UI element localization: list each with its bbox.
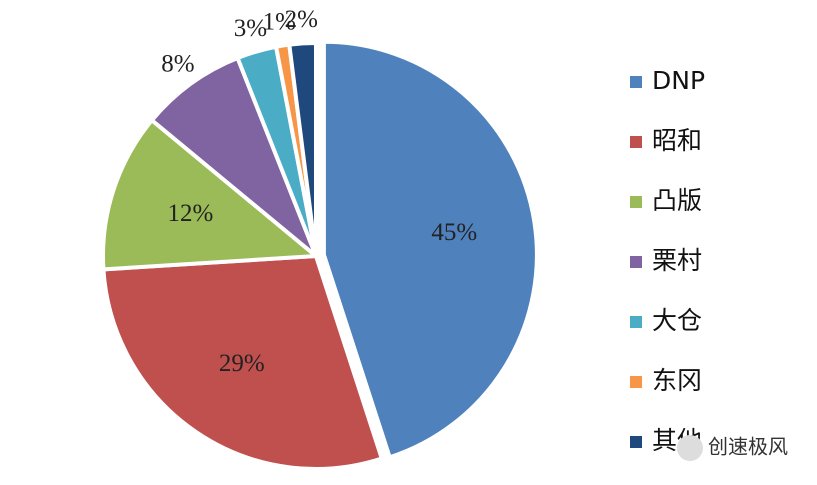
pie-slice <box>149 55 318 258</box>
legend-label: 东冈 <box>652 366 702 395</box>
data-label: 45% <box>431 219 477 246</box>
data-label: 8% <box>161 51 194 78</box>
data-label: 12% <box>167 200 213 227</box>
watermark: 创速极风 <box>708 435 788 459</box>
pie-slice <box>287 40 318 257</box>
legend-label: 栗村 <box>652 246 702 275</box>
data-label: 2% <box>285 6 318 33</box>
legend-label: 昭和 <box>652 126 702 155</box>
watermark-group: 创速极风 <box>677 435 788 461</box>
data-label: 29% <box>219 350 265 377</box>
pie-slice <box>101 117 322 272</box>
legend-label: 凸版 <box>652 186 702 215</box>
legend-swatch <box>630 76 642 88</box>
pie-slice <box>321 39 539 460</box>
data-label: 3% <box>234 15 267 42</box>
legend-swatch <box>630 436 642 448</box>
pie-slice <box>101 253 385 471</box>
legend-swatch <box>630 376 642 388</box>
legend-swatch <box>630 256 642 268</box>
legend-label: DNP <box>652 66 705 95</box>
legend-swatch <box>630 196 642 208</box>
watermark-icon <box>677 435 703 461</box>
legend-label: 大仓 <box>652 306 702 335</box>
data-label: 1% <box>263 9 296 36</box>
legend-swatch <box>630 136 642 148</box>
legend-swatch <box>630 316 642 328</box>
